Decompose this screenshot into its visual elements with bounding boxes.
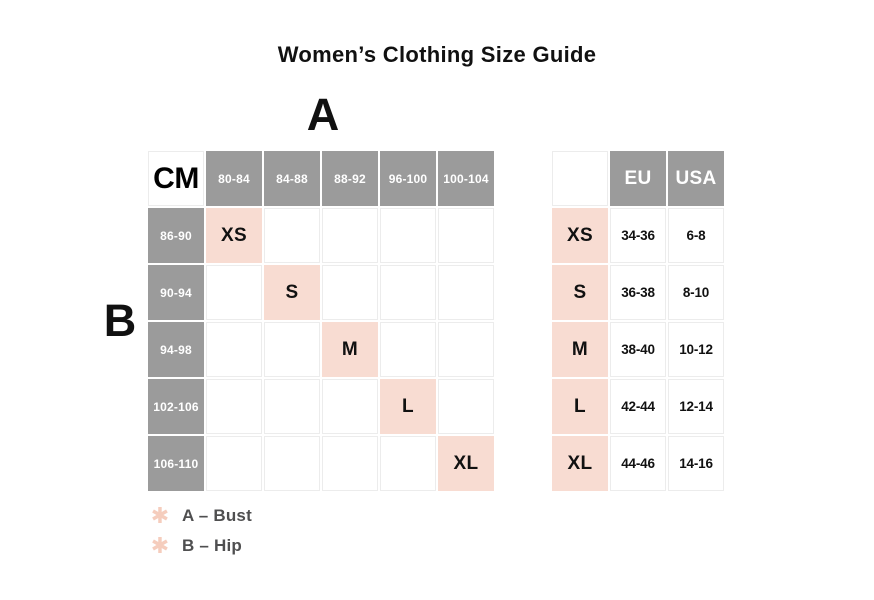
size-label-cell: XL [552,436,608,491]
empty-cell [438,265,494,320]
bust-axis-label: A [306,89,340,140]
hip-axis-label: B [103,295,137,346]
legend-item: ✱ B – Hip [150,535,252,557]
empty-cell [264,208,320,263]
hip-range-header: 94-98 [148,322,204,377]
legend-item: ✱ A – Bust [150,505,252,527]
empty-cell [380,265,436,320]
usa-size-cell: 8-10 [668,265,724,320]
size-label-cell: XS [552,208,608,263]
empty-cell [322,379,378,434]
eu-size-cell: 42-44 [610,379,666,434]
hip-range-header: 90-94 [148,265,204,320]
size-cell: L [380,379,436,434]
empty-cell [206,265,262,320]
empty-cell [438,322,494,377]
usa-size-cell: 10-12 [668,322,724,377]
legend-item-label: A – Bust [182,506,252,525]
cm-size-table: CM 80-84 84-88 88-92 96-100 100-104 86-90 XS 90-… [148,151,494,491]
eu-size-cell: 34-36 [610,208,666,263]
asterisk-icon: ✱ [150,533,170,558]
empty-cell [264,436,320,491]
usa-size-cell: 12-14 [668,379,724,434]
size-cell: XS [206,208,262,263]
hip-range-header: 102-106 [148,379,204,434]
usa-size-cell: 6-8 [668,208,724,263]
legend-item-label: B – Hip [182,536,242,555]
empty-cell [322,208,378,263]
size-cell: S [264,265,320,320]
conversion-column-header: EU [610,151,666,206]
size-cell: M [322,322,378,377]
size-label-cell: M [552,322,608,377]
empty-cell [206,436,262,491]
size-cell: XL [438,436,494,491]
empty-cell [322,265,378,320]
empty-cell [206,322,262,377]
page-title: Women’s Clothing Size Guide [277,42,597,67]
size-label-cell: S [552,265,608,320]
legend: ✱ A – Bust ✱ B – Hip [150,505,252,557]
bust-range-header: 96-100 [380,151,436,206]
usa-size-cell: 14-16 [668,436,724,491]
bust-range-header: 84-88 [264,151,320,206]
empty-cell [438,379,494,434]
bust-range-header: 88-92 [322,151,378,206]
empty-cell [322,436,378,491]
hip-range-header: 86-90 [148,208,204,263]
empty-cell [438,208,494,263]
eu-size-cell: 44-46 [610,436,666,491]
empty-cell [380,208,436,263]
eu-size-cell: 38-40 [610,322,666,377]
empty-cell [380,322,436,377]
corner-empty-cell [552,151,608,206]
eu-usa-conversion-table: EU USA XS 34-36 6-8 S 36-38 8-10 M 38-40 10-12 L 42-… [552,151,724,491]
empty-cell [380,436,436,491]
bust-range-header: 80-84 [206,151,262,206]
size-label-cell: L [552,379,608,434]
asterisk-icon: ✱ [150,503,170,528]
eu-size-cell: 36-38 [610,265,666,320]
hip-range-header: 106-110 [148,436,204,491]
empty-cell [264,322,320,377]
bust-range-header: 100-104 [438,151,494,206]
empty-cell [264,379,320,434]
empty-cell [206,379,262,434]
cm-unit-label: CM [148,151,204,206]
conversion-column-header: USA [668,151,724,206]
